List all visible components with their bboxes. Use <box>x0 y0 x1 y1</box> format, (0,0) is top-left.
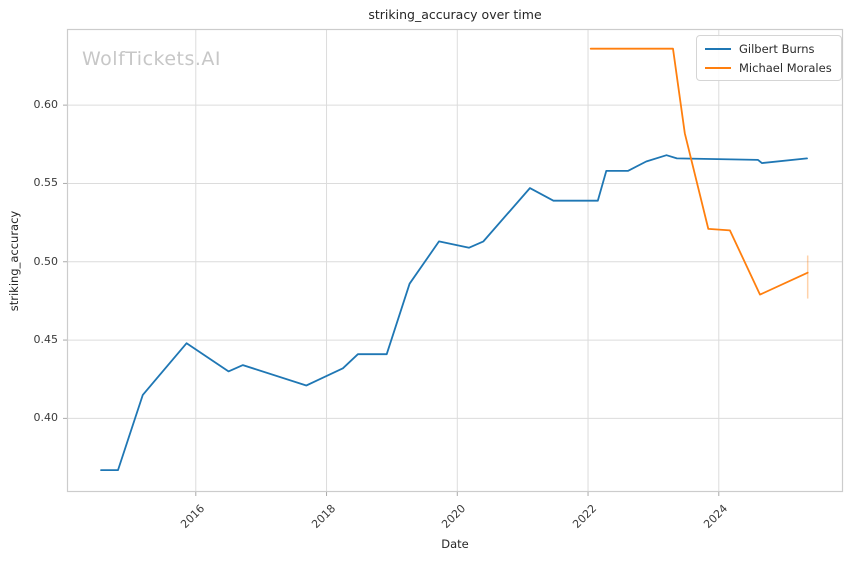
x-axis-label: Date <box>441 537 469 551</box>
watermark: WolfTickets.AI <box>82 48 222 70</box>
y-tick-label: 0.45 <box>33 333 59 347</box>
legend-line-sample-blue <box>705 47 731 50</box>
chart-title: striking_accuracy over time <box>368 7 542 22</box>
y-tick-label: 0.50 <box>33 254 59 268</box>
legend-label: Gilbert Burns <box>739 41 815 56</box>
y-tick-label: 0.55 <box>33 176 59 190</box>
legend-line-sample-orange <box>705 66 731 69</box>
legend-item-michael-morales: Michael Morales <box>705 60 832 75</box>
legend-label: Michael Morales <box>739 60 832 75</box>
y-tick-label: 0.60 <box>33 98 59 112</box>
y-tick-label: 0.40 <box>33 411 59 425</box>
legend: Gilbert Burns Michael Morales <box>696 35 842 81</box>
legend-item-gilbert-burns: Gilbert Burns <box>705 41 832 56</box>
